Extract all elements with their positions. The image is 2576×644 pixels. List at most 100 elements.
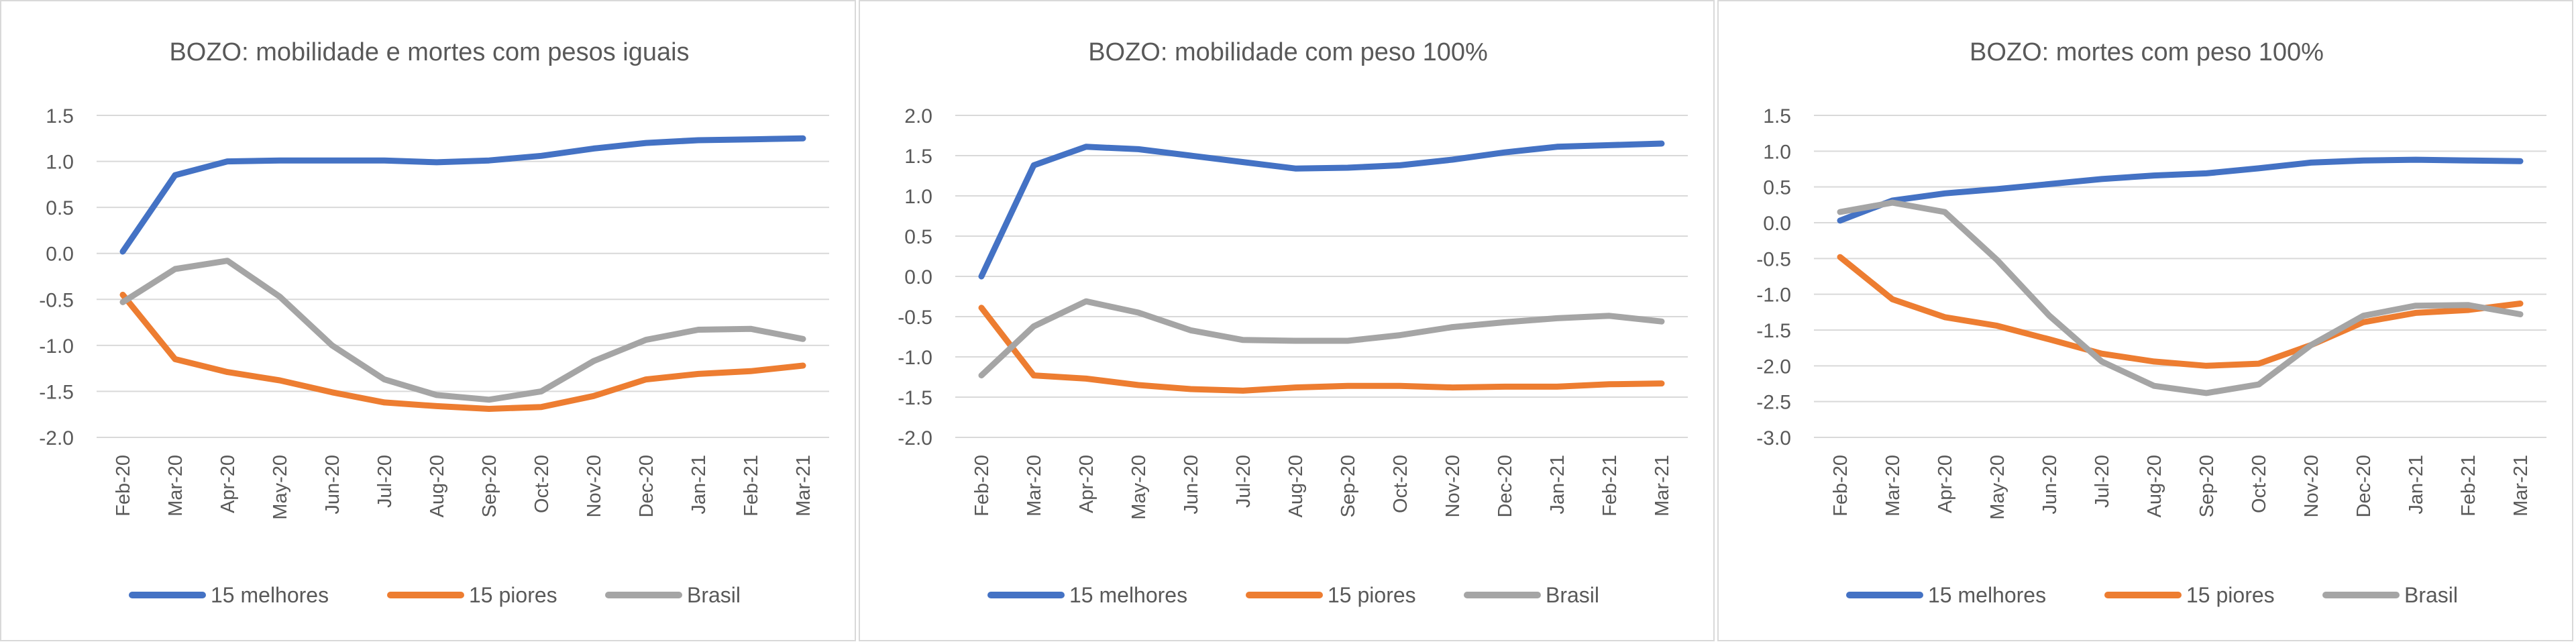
legend-item: Brasil [1464, 583, 1599, 607]
x-tick-label: Feb-20 [1830, 455, 1851, 517]
x-tick-label: Jan-21 [1547, 455, 1568, 515]
chart-title: BOZO: mobilidade com peso 100% [1088, 38, 1488, 66]
y-tick-label: 1.5 [46, 105, 74, 127]
legend-label: 15 melhores [1069, 583, 1187, 607]
y-tick-label: -2.5 [1756, 392, 1791, 414]
legend-label: 15 melhores [211, 583, 329, 607]
x-tick-label: Jul-20 [374, 455, 396, 508]
x-tick-label: Mar-20 [1882, 455, 1904, 517]
x-tick-label: Feb-20 [971, 455, 993, 517]
x-tick-label: Oct-20 [1390, 455, 1411, 513]
y-tick-label: 1.0 [46, 152, 74, 174]
x-tick-label: Jul-20 [2092, 455, 2113, 508]
x-tick-label: Apr-20 [217, 455, 239, 513]
x-tick-label: Jan-21 [2406, 455, 2427, 515]
chart-svg: BOZO: mobilidade com peso 100% 2.0 1.5 1.0 0… [898, 38, 1688, 607]
x-tick-label: Aug-20 [427, 455, 448, 518]
legend-label: 15 piores [2186, 583, 2275, 607]
y-tick-label: -1.0 [898, 347, 932, 369]
x-tick-label: May-20 [1128, 455, 1150, 520]
x-tick-label: Mar-20 [1024, 455, 1045, 517]
chart-title: BOZO: mortes com peso 100% [1970, 38, 2324, 66]
chart-panel-2: BOZO: mobilidade com peso 100% 2.0 1.5 1.0 0… [859, 0, 1715, 641]
y-tick-label: -2.0 [39, 427, 74, 449]
x-tick-label: Feb-21 [1599, 455, 1621, 517]
series-line-15-piores [978, 305, 1665, 394]
legend-item: 15 melhores [129, 583, 329, 607]
legend-item: Brasil [605, 583, 741, 607]
x-tick-label: Jun-20 [322, 455, 343, 515]
y-tick-label: 0.0 [46, 244, 74, 266]
series-line-15-melhores [119, 135, 806, 255]
y-tick-label: -1.0 [1756, 284, 1791, 307]
y-tick-label: -1.5 [39, 381, 74, 403]
y-tick-label: 0.5 [904, 226, 932, 248]
y-tick-label: 1.0 [904, 186, 932, 208]
legend-item: 15 melhores [1846, 583, 2046, 607]
series-line-15-melhores [978, 140, 1665, 280]
legend-item: 15 melhores [987, 583, 1187, 607]
x-tick-label: Nov-20 [2301, 455, 2322, 518]
y-tick-label: 2.0 [904, 105, 932, 127]
chart-panel-3: BOZO: mortes com peso 100% 1.5 1.0 0.5 0.0 -0… [1717, 0, 2573, 641]
x-tick-label: Dec-20 [2353, 455, 2375, 518]
series-line-15-piores [119, 291, 806, 412]
x-tick-label: Dec-20 [1495, 455, 1516, 518]
y-tick-label: -2.0 [1756, 356, 1791, 378]
series-line-15-piores [1837, 254, 2524, 369]
legend-label: Brasil [1546, 583, 1599, 607]
x-tick-label: Sep-20 [2196, 455, 2218, 518]
y-tick-label: 1.5 [904, 146, 932, 168]
chart-title: BOZO: mobilidade e mortes com pesos igua… [169, 38, 689, 66]
x-tick-label: Jan-21 [688, 455, 710, 515]
y-tick-label: 0.0 [904, 266, 932, 288]
x-tick-label: May-20 [270, 455, 291, 520]
series-line-brasil [1837, 199, 2524, 396]
x-tick-label: Aug-20 [1285, 455, 1307, 518]
x-tick-label: Jun-20 [1181, 455, 1202, 515]
y-tick-label: 0.5 [46, 197, 74, 219]
x-tick-label: Feb-21 [741, 455, 762, 517]
legend-item: Brasil [2322, 583, 2458, 607]
y-tick-label: 0.0 [1763, 213, 1791, 235]
x-tick-label: Nov-20 [584, 455, 605, 518]
series-line-brasil [119, 258, 806, 403]
x-tick-label: Oct-20 [2249, 455, 2270, 513]
x-tick-label: Sep-20 [1338, 455, 1359, 518]
legend-item: 15 piores [1246, 583, 1416, 607]
y-tick-label: -0.5 [39, 289, 74, 311]
x-tick-label: Jun-20 [2039, 455, 2061, 515]
x-tick-label: Apr-20 [1935, 455, 1956, 513]
y-tick-label: -0.5 [1756, 248, 1791, 270]
y-tick-label: 0.5 [1763, 177, 1791, 199]
x-tick-label: Sep-20 [479, 455, 500, 518]
x-tick-label: Feb-20 [113, 455, 134, 517]
x-tick-label: Mar-21 [793, 455, 814, 517]
legend-item: 15 piores [2104, 583, 2275, 607]
x-tick-label: Oct-20 [531, 455, 553, 513]
x-tick-label: Nov-20 [1442, 455, 1464, 518]
x-tick-label: May-20 [1987, 455, 2008, 520]
y-tick-label: -3.0 [1756, 427, 1791, 449]
series-line-15-melhores [1837, 156, 2524, 224]
chart-svg: BOZO: mobilidade e mortes com pesos igua… [39, 38, 829, 607]
y-tick-label: 1.0 [1763, 141, 1791, 163]
legend-label: 15 piores [1328, 583, 1416, 607]
legend-item: 15 piores [387, 583, 557, 607]
y-tick-label: -1.5 [1756, 320, 1791, 342]
x-tick-label: Aug-20 [2144, 455, 2165, 518]
chart-svg: BOZO: mortes com peso 100% 1.5 1.0 0.5 0.0 -0… [1756, 38, 2546, 607]
y-tick-label: -1.0 [39, 335, 74, 358]
x-tick-label: Apr-20 [1076, 455, 1097, 513]
y-tick-label: -0.5 [898, 307, 932, 329]
y-tick-label: -1.5 [898, 387, 932, 409]
x-tick-label: Mar-21 [1652, 455, 1673, 517]
x-tick-label: Jul-20 [1233, 455, 1254, 508]
series-line-brasil [978, 298, 1665, 379]
x-tick-label: Dec-20 [636, 455, 657, 518]
chart-panel-1: BOZO: mobilidade e mortes com pesos igua… [0, 0, 856, 641]
x-tick-label: Mar-20 [165, 455, 186, 517]
legend-label: Brasil [2404, 583, 2458, 607]
x-tick-label: Mar-21 [2510, 455, 2532, 517]
x-tick-label: Feb-21 [2458, 455, 2479, 517]
